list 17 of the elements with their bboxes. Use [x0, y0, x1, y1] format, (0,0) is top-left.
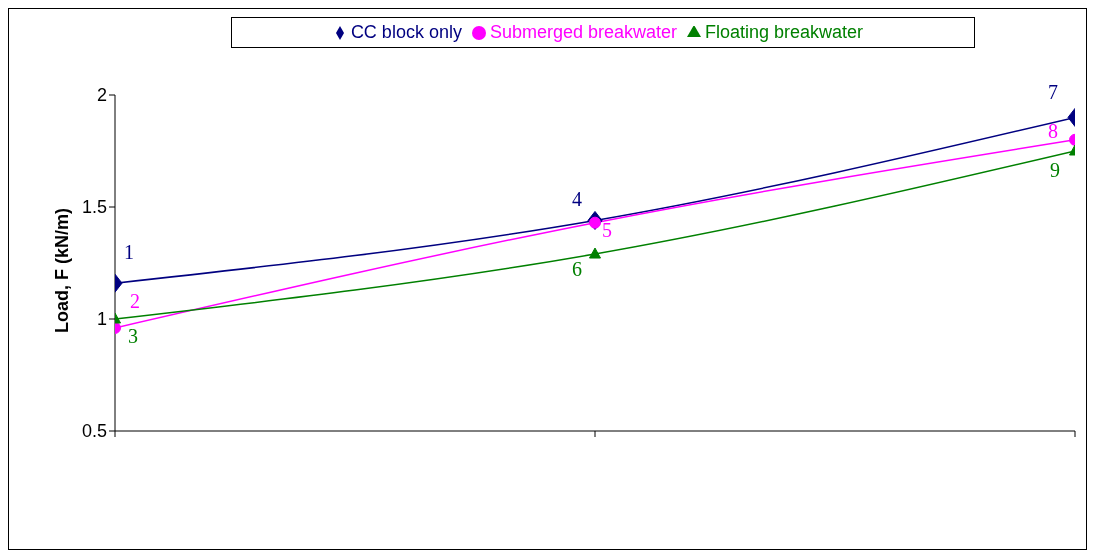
y-tick-label: 1.5 [81, 197, 107, 218]
y-tick-label: 2 [96, 85, 107, 106]
annotation: 8 [1048, 119, 1058, 142]
annotation: 7 [1048, 81, 1058, 104]
annotation: 6 [572, 258, 582, 281]
annotation: 5 [602, 218, 612, 241]
annotation: 3 [128, 325, 138, 347]
annotation: 1 [124, 241, 134, 264]
annotation: 4 [572, 188, 582, 211]
legend-label: CC block only [350, 22, 462, 42]
annotation: 9 [1050, 159, 1060, 181]
y-axis-title: Load, F (kN/m) [52, 208, 73, 333]
y-tick-label: 0.5 [81, 421, 107, 442]
y-tick-label: 1 [96, 309, 107, 330]
annotation: 2 [130, 289, 140, 312]
legend-label: Submerged breakwater [489, 22, 678, 42]
legend-label: Floating breakwater [705, 22, 864, 42]
